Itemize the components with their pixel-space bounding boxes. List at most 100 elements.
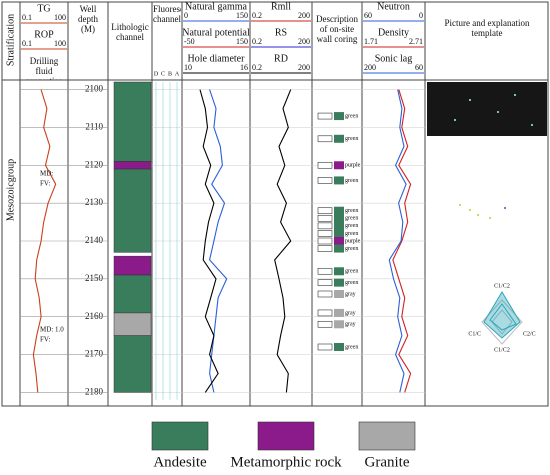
coring-label: green — [345, 208, 358, 214]
coring-box — [317, 214, 333, 222]
depth-tick-label: 2170 — [85, 349, 104, 359]
coring-swatch — [334, 134, 344, 143]
scale-max: 200 — [298, 63, 310, 72]
coring-label: green — [345, 216, 358, 222]
log-curve — [199, 89, 219, 393]
coring-swatch — [334, 267, 344, 276]
coring-label: green — [345, 269, 358, 275]
scale-min: 0.2 — [252, 37, 262, 46]
coring-box — [317, 207, 333, 215]
coring-swatch — [334, 237, 344, 245]
coring-swatch — [334, 244, 344, 253]
coring-swatch — [334, 343, 344, 351]
coring-swatch — [334, 290, 344, 298]
column-title-box: Lithologic channel — [111, 22, 149, 42]
column-title: Lithologic channel — [111, 22, 149, 42]
photo-specks — [454, 94, 533, 219]
coring-box — [317, 245, 333, 252]
curve-name: Natural gamma — [185, 1, 247, 12]
curve-name: Sonic lag — [375, 53, 413, 64]
coring-swatch — [334, 308, 344, 317]
annotation: FV: — [40, 180, 50, 188]
log-curve — [392, 89, 412, 393]
coring-box — [317, 230, 333, 237]
coring-box — [317, 267, 333, 275]
lithology-interval — [113, 168, 152, 253]
coring-swatch — [334, 161, 344, 170]
curve-name: Natural potential — [182, 27, 250, 38]
column-title-box: Picture and explanation template — [444, 18, 530, 38]
depth-tick-label: 2160 — [85, 311, 104, 321]
depth-tick-label: 2140 — [85, 235, 104, 245]
coring-label: purple — [345, 238, 361, 244]
log-curve — [274, 89, 292, 393]
coring-swatch — [334, 221, 344, 230]
coring-label: green — [345, 280, 358, 286]
core-photo — [427, 82, 547, 136]
curve-name: Hole diameter — [188, 53, 246, 64]
level-label: D — [154, 71, 159, 77]
radar-label: C1/C2 — [494, 283, 510, 289]
coring-label: green — [345, 223, 358, 229]
curve-name: Neutron — [377, 1, 410, 12]
coring-box — [317, 222, 333, 230]
log-curve — [32, 89, 57, 393]
depth-tick-label: 2150 — [85, 273, 104, 283]
coring-box — [317, 161, 333, 169]
scale-min: 0.2 — [252, 63, 262, 72]
scale-min: 0.2 — [252, 11, 262, 20]
column-title: Description of on-site wall coring — [316, 14, 358, 44]
coring-box — [317, 343, 333, 351]
coring-swatch — [334, 176, 344, 185]
coring-swatch — [334, 112, 344, 121]
legend-label: Metamorphic rock — [230, 454, 342, 470]
scale-max: 60 — [415, 63, 423, 72]
annotation: FV: — [40, 336, 50, 344]
coring-label: gray — [345, 310, 356, 316]
lithology-interval — [113, 161, 152, 170]
legend-swatch — [257, 421, 315, 451]
column-title: Picture and explanation template — [444, 18, 530, 38]
coring-box — [317, 237, 333, 245]
coring-box — [317, 320, 333, 328]
annotation: MD: — [40, 170, 53, 178]
curve-name: RS — [275, 27, 287, 38]
lithology-interval — [113, 274, 152, 314]
curve-name: Density — [378, 27, 409, 38]
scale-max: 150 — [236, 11, 248, 20]
legend-swatch — [358, 421, 416, 451]
coring-box — [317, 135, 333, 143]
coring-label: gray — [345, 291, 356, 297]
radar-label: C1/C2 — [494, 347, 510, 353]
scale-max: 150 — [236, 37, 248, 46]
scale-max: 100 — [54, 13, 66, 22]
scale-max: 200 — [298, 11, 310, 20]
coring-label: green — [345, 178, 358, 184]
coring-label: gray — [345, 322, 356, 328]
coring-label: green — [345, 136, 358, 142]
coring-swatch — [334, 278, 344, 287]
scale-max: 200 — [298, 37, 310, 46]
column-title: Fluorescent channel — [153, 4, 181, 24]
level-label: C — [161, 71, 165, 77]
scale-min: -50 — [184, 37, 195, 46]
coring-label: green — [345, 231, 358, 237]
depth-tick-label: 2120 — [85, 159, 104, 169]
coring-swatch — [334, 214, 344, 223]
coring-box — [317, 112, 333, 120]
column-title-box: Fluorescent channel — [153, 4, 181, 24]
scale-max: 0 — [419, 11, 423, 20]
scale-min: 1.71 — [364, 37, 378, 46]
scale-min: 60 — [364, 11, 372, 20]
lithology-interval — [113, 81, 152, 162]
level-label: A — [175, 71, 180, 77]
coring-swatch — [334, 320, 344, 329]
coring-label: green — [345, 344, 358, 350]
frame — [1, 1, 549, 407]
radar-label: C1/C — [468, 331, 481, 337]
curve-name: RD — [274, 53, 288, 64]
coring-label: green — [345, 246, 358, 252]
stratum-name: Mesozoicgroup — [5, 159, 16, 221]
coring-box — [317, 309, 333, 317]
